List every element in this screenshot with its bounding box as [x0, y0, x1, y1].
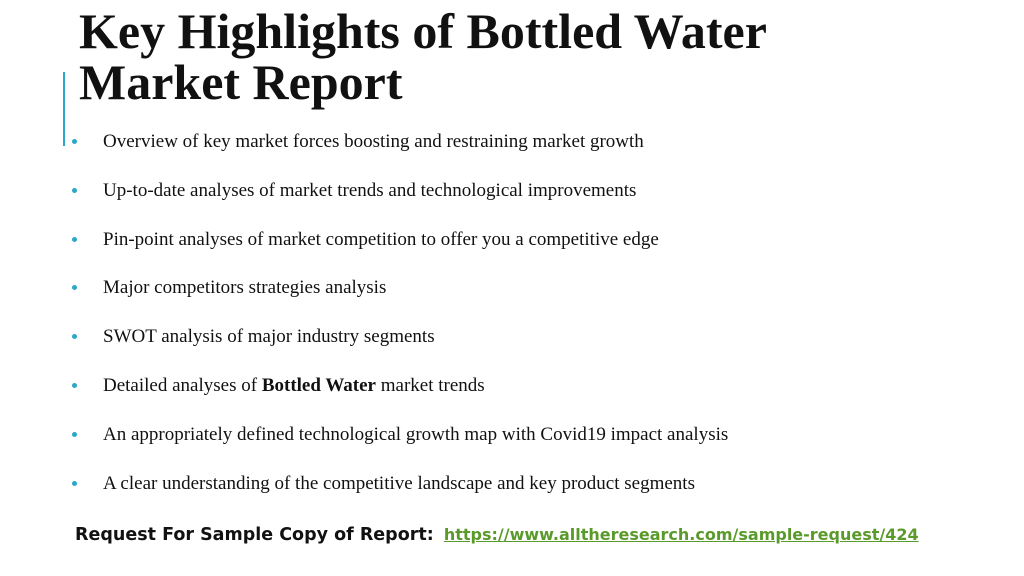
- bullet-dot-icon: [72, 285, 77, 291]
- bullet-dot-icon: [72, 334, 77, 340]
- list-item-text: Up-to-date analyses of market trends and…: [103, 179, 637, 201]
- list-item-text: Detailed analyses of Bottled Water marke…: [103, 373, 485, 399]
- list-item-text-before: Detailed analyses of: [103, 374, 262, 396]
- sample-request-footer: Request For Sample Copy of Report: https…: [75, 521, 919, 549]
- sample-request-link[interactable]: https://www.alltheresearch.com/sample-re…: [443, 525, 919, 544]
- bullet-dot-icon: [72, 431, 77, 437]
- list-item-text: Major competitors strategies analysis: [103, 277, 387, 299]
- sample-request-label: Request For Sample Copy of Report:: [75, 525, 434, 545]
- list-item-text: Pin-point analyses of market competition…: [103, 228, 659, 250]
- page-title: Key Highlights of Bottled Water Market R…: [79, 6, 767, 108]
- list-item-text: An appropriately defined technological g…: [103, 423, 729, 445]
- bullet-dot-icon: [72, 187, 77, 193]
- list-item-text: Overview of key market forces boosting a…: [103, 131, 644, 152]
- list-item-text-after: market trends: [375, 374, 485, 396]
- product-name: Bottled Water: [261, 374, 376, 396]
- accent-bar: [63, 72, 65, 146]
- bullet-dot-icon: [72, 382, 77, 388]
- list-item-text: SWOT analysis of major industry segments: [103, 326, 435, 348]
- title-line-2: Market Report: [79, 54, 403, 110]
- bullet-dot-icon: [72, 236, 77, 242]
- title-line-1: Key Highlights of Bottled Water: [79, 3, 767, 59]
- bullet-dot-icon: [72, 480, 77, 486]
- bullet-dot-icon: [72, 139, 77, 144]
- list-item-text: A clear understanding of the competitive…: [103, 472, 695, 494]
